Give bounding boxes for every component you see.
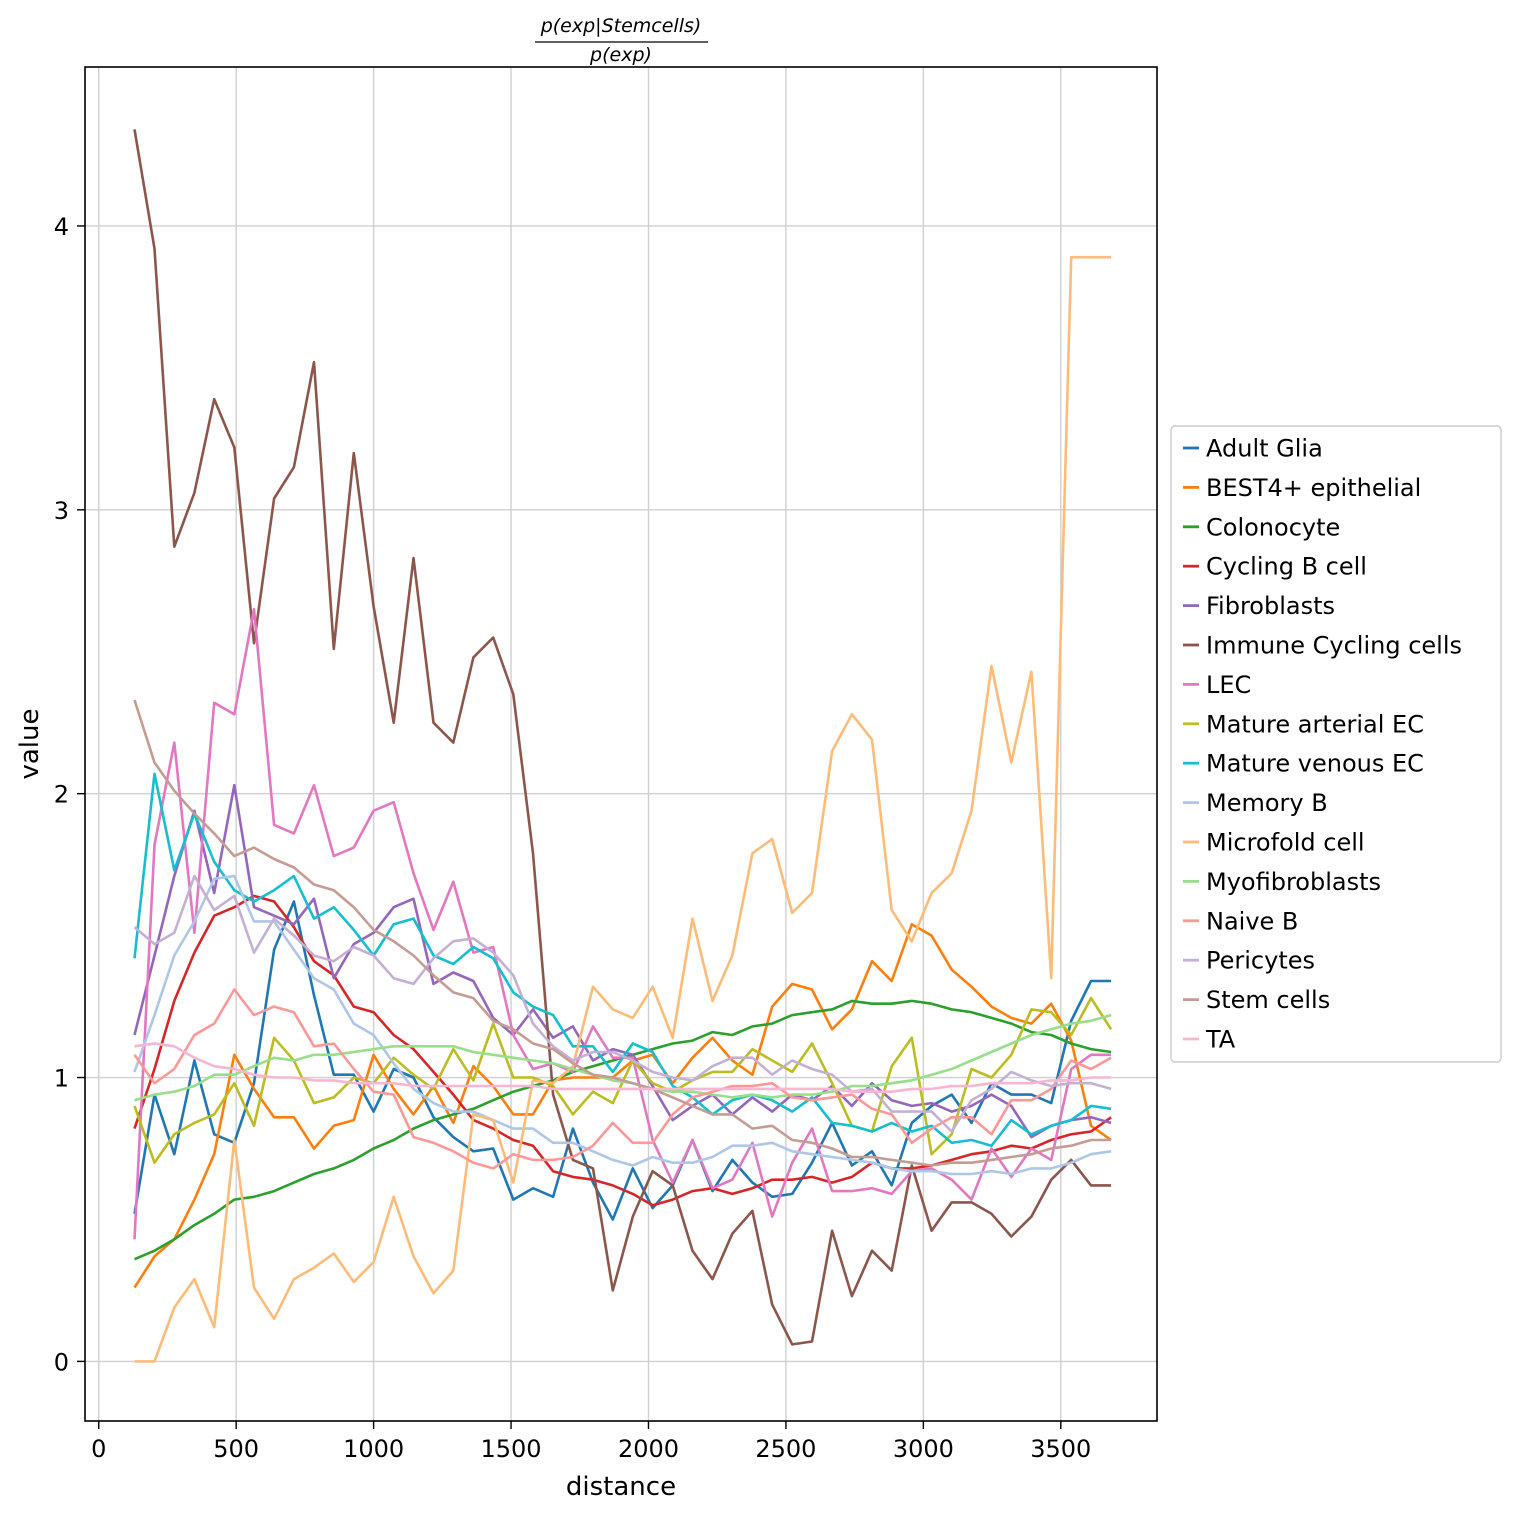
- legend-entry: BEST4+ epithelial: [1206, 474, 1421, 502]
- legend-entry: Mature venous EC: [1206, 750, 1424, 778]
- legend-entry: Naive B: [1206, 907, 1298, 935]
- y-tick-label: 2: [54, 781, 69, 809]
- x-axis: 0 500 1000 1500 2000 2500 3000 3500: [91, 1421, 1091, 1463]
- legend-entry: Adult Glia: [1206, 435, 1323, 463]
- x-axis-label: distance: [566, 1472, 676, 1502]
- series-line-pericytes: [133, 874, 1112, 1133]
- legend-entry: Cycling B cell: [1206, 553, 1367, 581]
- series-line-fibroblasts: [133, 783, 1112, 1139]
- series-line-adult-glia: [133, 900, 1112, 1221]
- series-line-best4-epithelial: [133, 922, 1112, 1289]
- legend-entry: Microfold cell: [1206, 829, 1365, 857]
- x-tick-label: 500: [213, 1435, 259, 1463]
- series-line-microfold-cell: [134, 255, 1112, 1363]
- series-line-immune-cycling-cells: [133, 129, 1112, 1346]
- x-tick-label: 3500: [1030, 1435, 1091, 1463]
- x-tick-label: 2000: [618, 1435, 679, 1463]
- y-tick-label: 3: [54, 497, 69, 525]
- y-tick-label: 0: [54, 1348, 69, 1376]
- x-tick-label: 2500: [755, 1435, 816, 1463]
- plot-frame: [84, 66, 1158, 1422]
- legend: Adult Glia BEST4+ epithelial Colonocyte Cyc…: [1170, 425, 1502, 1063]
- legend-entry: Immune Cycling cells: [1206, 632, 1462, 660]
- title-numerator: p(exp|Stemcells): [540, 15, 702, 37]
- series-line-colonocyte: [133, 999, 1112, 1261]
- grid-lines: [85, 67, 1157, 1421]
- x-tick-label: 1000: [343, 1435, 404, 1463]
- legend-entry: Fibroblasts: [1206, 592, 1335, 620]
- x-tick-label: 0: [91, 1435, 106, 1463]
- series-line-mature-venous-ec: [133, 772, 1112, 1147]
- legend-entry: Colonocyte: [1206, 513, 1340, 541]
- series-lines: [133, 129, 1113, 1363]
- y-tick-label: 1: [54, 1065, 69, 1093]
- x-tick-label: 3000: [893, 1435, 954, 1463]
- series-line-memory-b: [133, 874, 1112, 1176]
- series-line-ta: [134, 1042, 1112, 1093]
- legend-entry: Myofibroblasts: [1206, 868, 1381, 896]
- x-tick-label: 1500: [481, 1435, 542, 1463]
- legend-box: [1170, 425, 1502, 1063]
- legend-entry: Mature arterial EC: [1206, 710, 1424, 738]
- series-line-naive-b: [133, 988, 1112, 1170]
- legend-entry: TA: [1205, 1026, 1236, 1054]
- legend-entry: Stem cells: [1206, 986, 1330, 1014]
- legend-entry: LEC: [1206, 671, 1251, 699]
- chart-title: p(exp|Stemcells) p(exp): [535, 15, 708, 66]
- y-axis: 0 1 2 3 4: [54, 213, 85, 1376]
- y-axis-label: value: [15, 708, 45, 779]
- series-line-myofibroblasts: [134, 1013, 1112, 1102]
- legend-entry: Memory B: [1206, 789, 1328, 817]
- title-denominator: p(exp): [589, 44, 652, 66]
- legend-entry: Pericytes: [1206, 947, 1315, 975]
- series-line-cycling-b-cell: [133, 894, 1112, 1207]
- y-tick-label: 4: [54, 213, 69, 241]
- series-line-stem-cells: [133, 699, 1112, 1167]
